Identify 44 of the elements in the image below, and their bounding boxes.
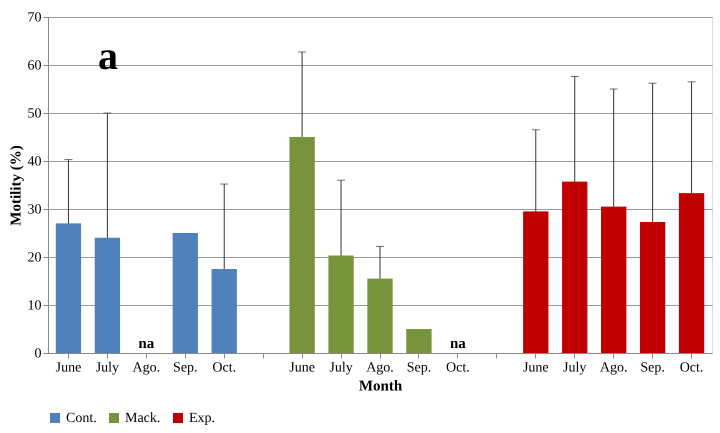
y-tick-label: 30 — [28, 202, 42, 218]
bar — [523, 211, 548, 353]
x-tick-label: June — [522, 360, 549, 376]
x-tick-label: Oct. — [446, 360, 470, 376]
bar — [328, 256, 354, 353]
legend-label: Cont. — [66, 411, 97, 426]
y-tick-label: 0 — [34, 346, 42, 362]
y-tick-label: 50 — [28, 106, 42, 122]
bar — [172, 233, 198, 353]
text: na — [450, 336, 466, 352]
bar — [367, 278, 393, 353]
bar — [406, 329, 432, 353]
x-tick-label: Ago. — [132, 360, 160, 376]
bar — [601, 206, 626, 353]
bar — [56, 223, 82, 353]
bar — [640, 222, 666, 353]
legend-label: Exp. — [189, 411, 216, 426]
text: na — [138, 336, 154, 352]
y-tick-label: 20 — [28, 250, 42, 266]
x-tick-label: June — [289, 360, 315, 376]
x-tick-label: Sep. — [173, 360, 198, 376]
y-tick-label: 70 — [28, 10, 42, 26]
x-axis-title: Month — [358, 378, 403, 394]
bar — [289, 137, 315, 353]
bar — [678, 193, 704, 353]
y-tick-label: 40 — [28, 154, 42, 170]
bar — [94, 238, 120, 353]
x-tick-label: Sep. — [406, 360, 432, 376]
annotation: a — [98, 33, 118, 78]
x-tick-label: June — [56, 360, 82, 376]
y-axis-title: Motility (%) — [8, 145, 24, 226]
y-tick-label: 60 — [28, 58, 42, 74]
x-tick-label: July — [329, 360, 353, 376]
x-tick-label: Oct. — [212, 360, 236, 376]
x-tick-label: Ago. — [600, 360, 628, 376]
x-tick-label: Ago. — [366, 360, 394, 376]
bar — [212, 269, 237, 353]
y-tick-label: 10 — [28, 298, 42, 314]
legend-label: Mack. — [125, 411, 160, 426]
x-tick-label: July — [563, 360, 586, 376]
x-tick-label: Sep. — [640, 360, 665, 376]
x-tick-label: July — [96, 360, 120, 376]
x-tick-label: Oct. — [680, 360, 704, 376]
bar — [562, 182, 588, 353]
